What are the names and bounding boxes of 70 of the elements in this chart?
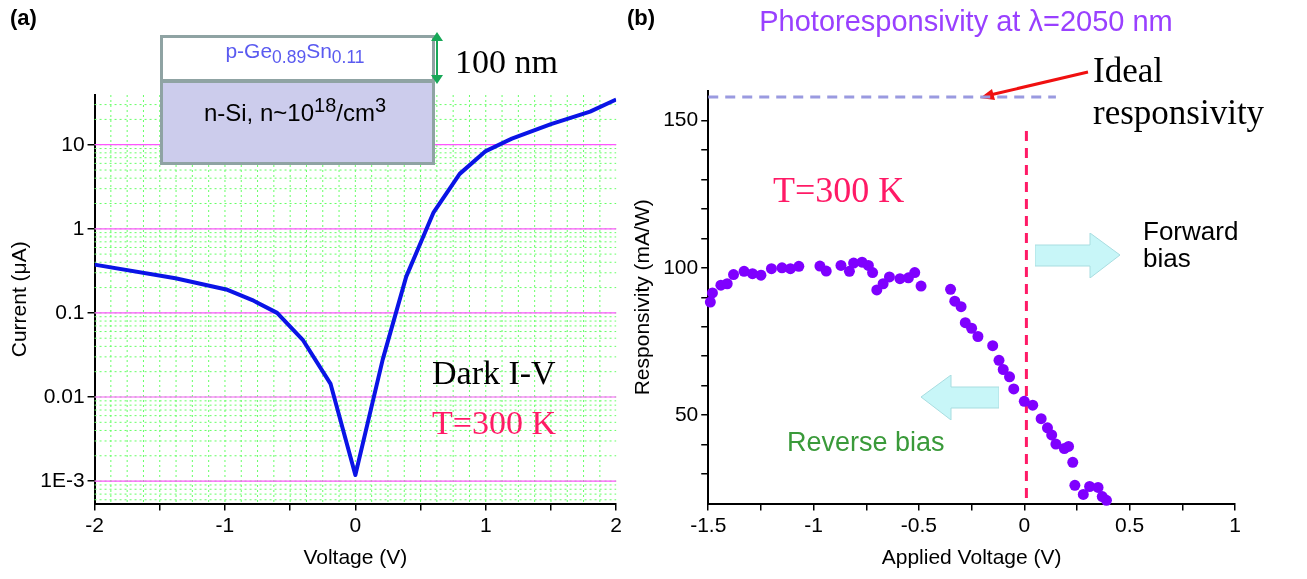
point [1046, 429, 1058, 441]
point [765, 263, 777, 275]
x-tick-label: 0 [349, 513, 362, 536]
y-axis-title: Current (μA) [7, 241, 31, 358]
point [820, 265, 832, 277]
annotation: Forward bias [1143, 216, 1240, 274]
point [972, 331, 984, 342]
point [883, 271, 895, 283]
point [793, 260, 805, 272]
point [755, 269, 767, 281]
annotation: n-Si, n~10$^{18}$/cm$^{3}$ [202, 94, 388, 126]
x-tick-label: -2 [85, 513, 104, 536]
point [1035, 413, 1047, 425]
point [728, 269, 740, 281]
y-tick-label: 10 [61, 131, 85, 155]
y-tick-label: 100 [663, 254, 699, 278]
y-tick-label: 1 [72, 215, 85, 239]
x-tick-label: 0 [1018, 513, 1031, 536]
point [1004, 371, 1016, 383]
y-tick-label: 0.1 [55, 299, 85, 323]
point [1069, 479, 1081, 491]
x-tick-label: 0.5 [1115, 513, 1145, 536]
x-tick-label: 1 [1229, 513, 1241, 536]
point [909, 267, 921, 279]
y-tick-label: 150 [663, 107, 699, 131]
point [1050, 438, 1062, 450]
annotation: Reverse bias [787, 427, 945, 457]
point [955, 301, 967, 313]
point [997, 364, 1009, 376]
point [987, 340, 999, 352]
point [877, 278, 889, 290]
point [945, 283, 957, 295]
point [1008, 383, 1020, 395]
chart-title: Photoresponsivity at λ=2050 nm [759, 5, 1173, 37]
point [966, 322, 978, 334]
point [843, 265, 855, 277]
point [915, 280, 927, 292]
y-axis-title: Responsivity (mA/W) [630, 199, 654, 396]
y-tick-label: 0.01 [43, 383, 85, 407]
x-tick-label: -0.5 [900, 513, 938, 536]
annotation: T=300 K [432, 404, 556, 441]
x-axis-title: Applied Voltage (V) [881, 545, 1062, 569]
text: p-Ge$_{0.89}$Sn$_{0.11}$ [224, 39, 366, 68]
x-tick-label: -1 [215, 513, 235, 536]
point [1027, 399, 1039, 411]
annotation: T=300 K [773, 170, 905, 210]
ref-line-label: Ideal responsivity [1093, 50, 1266, 134]
point [1063, 440, 1075, 452]
point [1018, 395, 1030, 407]
text: (b) [627, 5, 656, 30]
point [706, 287, 718, 299]
point [835, 259, 847, 271]
point [1092, 481, 1104, 493]
x-tick-label: -1.5 [690, 513, 727, 536]
annotation: Dark I-V [432, 354, 556, 391]
point [704, 296, 716, 308]
x-tick-label: 1 [479, 513, 492, 536]
point [993, 354, 1005, 366]
point [1100, 494, 1112, 506]
text: (a) [10, 5, 37, 30]
y-tick-label: 1E-3 [40, 467, 85, 491]
x-axis-title: Voltage (V) [303, 545, 408, 569]
point [1067, 456, 1079, 468]
x-tick-label: -1 [804, 513, 823, 536]
point [1077, 488, 1089, 500]
text: 100 nm [455, 43, 558, 80]
point [721, 278, 733, 290]
point [867, 267, 879, 279]
x-tick-label: 2 [610, 513, 622, 536]
y-tick-label: 50 [674, 401, 699, 425]
